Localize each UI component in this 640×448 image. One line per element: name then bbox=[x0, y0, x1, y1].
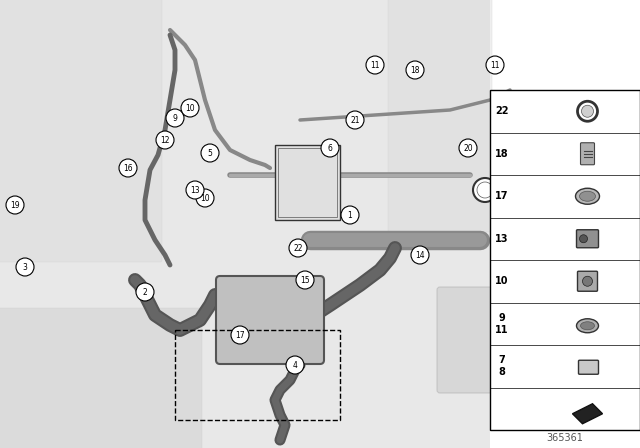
Text: 18: 18 bbox=[495, 149, 509, 159]
Circle shape bbox=[486, 56, 504, 74]
Circle shape bbox=[577, 101, 598, 121]
Text: 2: 2 bbox=[143, 288, 147, 297]
Circle shape bbox=[196, 189, 214, 207]
Text: 10: 10 bbox=[185, 103, 195, 112]
Circle shape bbox=[473, 178, 497, 202]
Text: 7
8: 7 8 bbox=[499, 355, 506, 377]
FancyBboxPatch shape bbox=[579, 360, 598, 374]
Ellipse shape bbox=[579, 191, 595, 201]
FancyBboxPatch shape bbox=[0, 308, 202, 448]
Polygon shape bbox=[573, 404, 602, 424]
Text: 4: 4 bbox=[292, 361, 298, 370]
Bar bbox=[278, 148, 337, 217]
Circle shape bbox=[366, 56, 384, 74]
Ellipse shape bbox=[575, 188, 600, 204]
FancyBboxPatch shape bbox=[388, 0, 492, 232]
Text: 17: 17 bbox=[495, 191, 509, 201]
FancyBboxPatch shape bbox=[580, 143, 595, 165]
Bar bbox=[175, 330, 340, 420]
Circle shape bbox=[186, 181, 204, 199]
Circle shape bbox=[231, 326, 249, 344]
Circle shape bbox=[289, 239, 307, 257]
Circle shape bbox=[166, 109, 184, 127]
Text: 1: 1 bbox=[348, 211, 353, 220]
Circle shape bbox=[136, 283, 154, 301]
Circle shape bbox=[346, 111, 364, 129]
Bar bbox=[0, 0, 490, 448]
Bar bbox=[490, 90, 640, 430]
FancyBboxPatch shape bbox=[577, 271, 598, 291]
FancyBboxPatch shape bbox=[437, 287, 503, 393]
Text: 16: 16 bbox=[123, 164, 133, 172]
Text: 12: 12 bbox=[160, 135, 170, 145]
Circle shape bbox=[411, 246, 429, 264]
Text: 5: 5 bbox=[207, 148, 212, 158]
Text: 15: 15 bbox=[300, 276, 310, 284]
Circle shape bbox=[321, 139, 339, 157]
Ellipse shape bbox=[580, 322, 595, 330]
Text: 365361: 365361 bbox=[547, 433, 584, 443]
FancyBboxPatch shape bbox=[0, 0, 162, 262]
Circle shape bbox=[341, 206, 359, 224]
Text: 19: 19 bbox=[10, 201, 20, 210]
Text: 11: 11 bbox=[490, 60, 500, 69]
Text: 13: 13 bbox=[190, 185, 200, 194]
Text: 3: 3 bbox=[22, 263, 28, 271]
Circle shape bbox=[406, 61, 424, 79]
Text: 10: 10 bbox=[200, 194, 210, 202]
Circle shape bbox=[6, 196, 24, 214]
Text: 9
11: 9 11 bbox=[495, 313, 509, 335]
Circle shape bbox=[286, 356, 304, 374]
Ellipse shape bbox=[577, 319, 598, 333]
FancyBboxPatch shape bbox=[216, 276, 324, 364]
Text: 20: 20 bbox=[463, 143, 473, 152]
Circle shape bbox=[579, 235, 588, 243]
FancyBboxPatch shape bbox=[577, 230, 598, 248]
Text: 18: 18 bbox=[410, 65, 420, 74]
Text: 11: 11 bbox=[371, 60, 380, 69]
Bar bbox=[275, 145, 340, 220]
Circle shape bbox=[582, 105, 593, 117]
Circle shape bbox=[156, 131, 174, 149]
Text: 21: 21 bbox=[350, 116, 360, 125]
Text: 13: 13 bbox=[495, 234, 509, 244]
Circle shape bbox=[582, 276, 593, 286]
Circle shape bbox=[119, 159, 137, 177]
Text: 17: 17 bbox=[235, 331, 245, 340]
Text: 10: 10 bbox=[495, 276, 509, 286]
Text: 22: 22 bbox=[293, 244, 303, 253]
Circle shape bbox=[16, 258, 34, 276]
Circle shape bbox=[181, 99, 199, 117]
Circle shape bbox=[201, 144, 219, 162]
Circle shape bbox=[296, 271, 314, 289]
Text: 6: 6 bbox=[328, 143, 332, 152]
Text: 22: 22 bbox=[495, 106, 509, 116]
Text: 14: 14 bbox=[415, 250, 425, 259]
Text: 9: 9 bbox=[173, 113, 177, 122]
Circle shape bbox=[459, 139, 477, 157]
